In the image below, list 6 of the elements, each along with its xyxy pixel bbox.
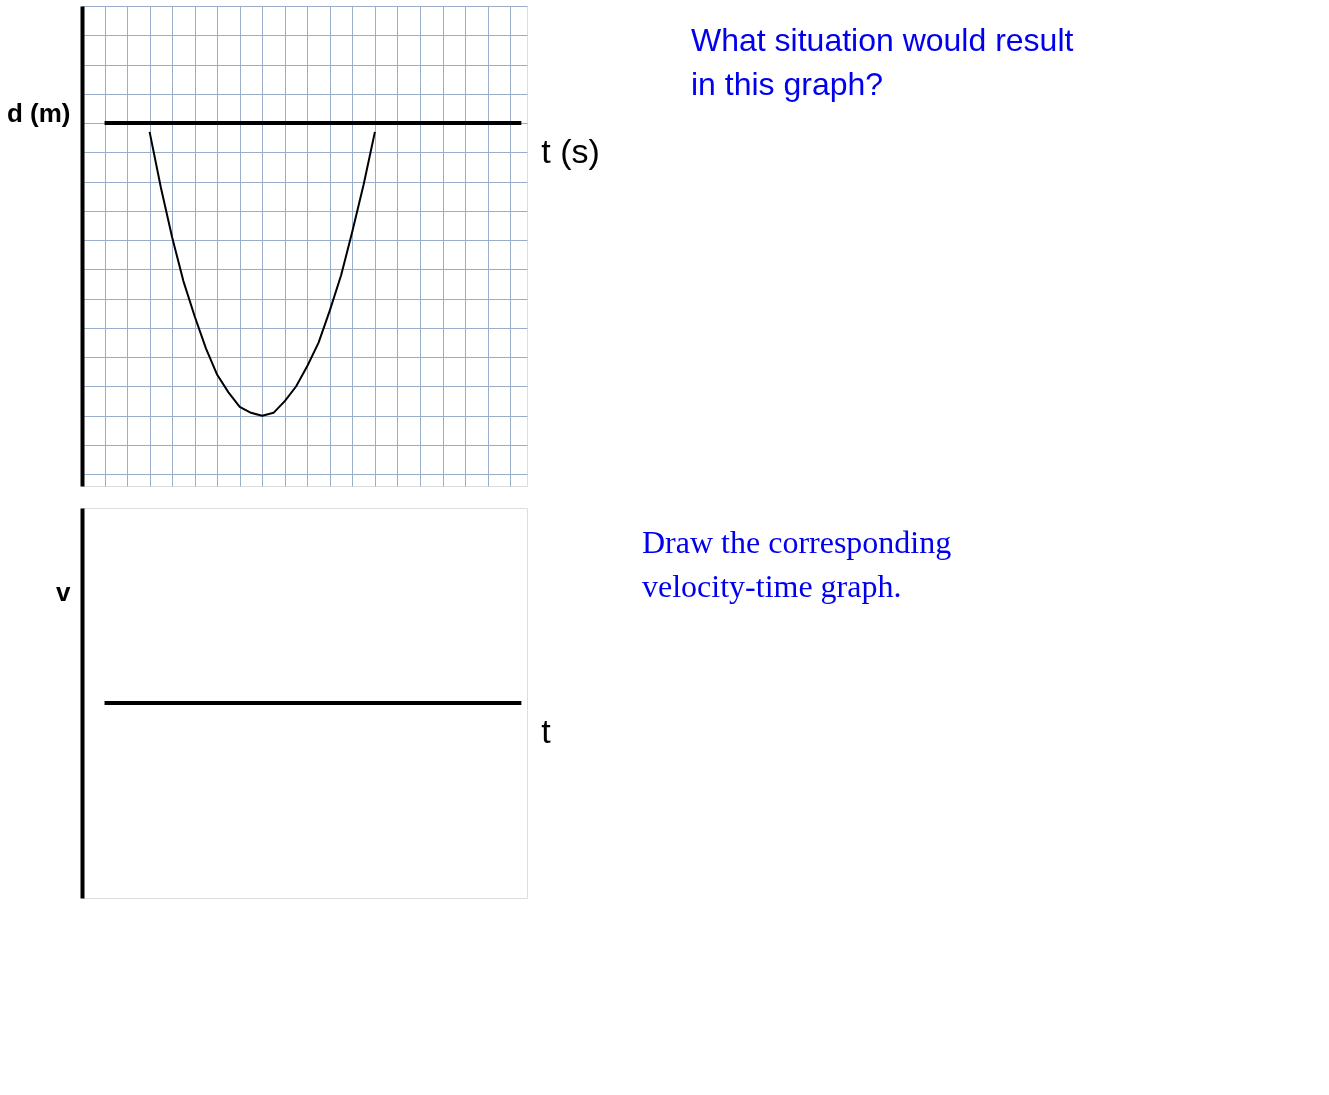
text: v — [56, 577, 72, 607]
y-axis-title: d (m) — [6, 97, 71, 128]
text: Draw the corresponding velocity-time graph. — [642, 524, 952, 604]
text: t — [541, 712, 552, 750]
x-axis-title: t (s) — [541, 132, 600, 171]
text: What situation would result in this graph? — [691, 22, 1074, 102]
